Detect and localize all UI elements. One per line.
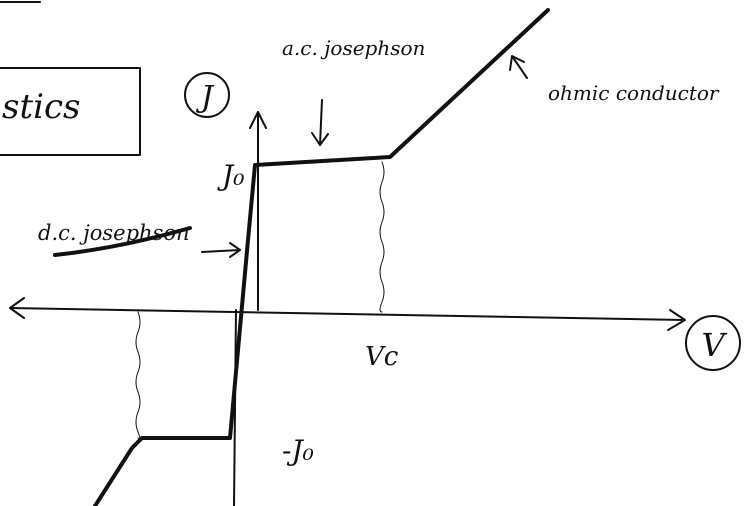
y-axis-lower <box>233 309 237 506</box>
dc-underline <box>53 226 192 257</box>
y-arrow <box>249 111 267 129</box>
x-arrow-left <box>9 297 25 319</box>
dc-arrow <box>201 242 241 258</box>
vc-label: Vc <box>365 342 399 372</box>
ohmic-arrow <box>509 55 528 79</box>
vc-guide <box>379 161 385 313</box>
ac-label: a.c. josephson <box>282 36 425 60</box>
x-arrow-right <box>667 309 686 331</box>
box-text: stics <box>2 87 80 127</box>
title-box <box>0 67 141 156</box>
iv-curve <box>93 8 550 506</box>
neg-guide <box>135 311 141 440</box>
neg-j0-label: -J₀ <box>282 434 314 467</box>
y-label-circle <box>184 72 230 118</box>
j0-label: J₀ <box>217 159 244 192</box>
ac-arrow <box>311 99 329 146</box>
x-axis-label: V <box>701 326 727 364</box>
x-axis <box>9 307 686 321</box>
x-label-circle <box>685 315 741 371</box>
ohmic-label: ohmic conductor <box>548 81 720 105</box>
